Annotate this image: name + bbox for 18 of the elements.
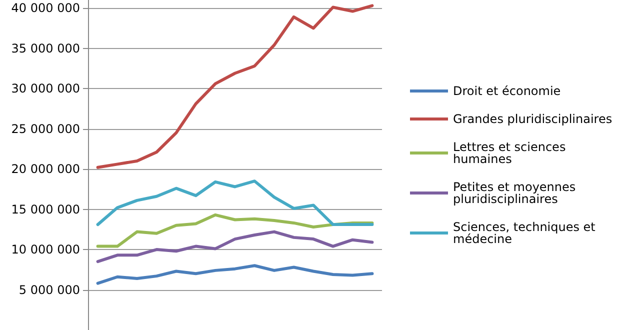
y-tick-label: 25 000 000 [11, 122, 80, 136]
legend-label: Lettres et sciences humaines [453, 140, 570, 166]
y-tick-label: 15 000 000 [11, 202, 80, 216]
legend-label: Droit et économie [453, 84, 561, 98]
y-tick-label: 35 000 000 [11, 41, 80, 56]
line-series [96, 4, 374, 169]
y-tick-label: 40 000 000 [11, 1, 80, 16]
line-series [96, 230, 374, 264]
line-series [96, 213, 374, 248]
legend-label: Grandes pluridisciplinaires [453, 112, 612, 126]
line-series [96, 180, 374, 226]
line-series [96, 264, 374, 285]
y-tick-label: 10 000 000 [11, 242, 80, 257]
y-tick-label: 20 000 000 [11, 162, 80, 176]
y-tick-label: 5 000 000 [18, 282, 80, 297]
legend-label: Sciences, techniques et médecine [453, 220, 600, 246]
y-tick-label: 30 000 000 [11, 82, 80, 96]
legend-label: Petites et moyennes pluridisciplinaires [453, 180, 580, 206]
